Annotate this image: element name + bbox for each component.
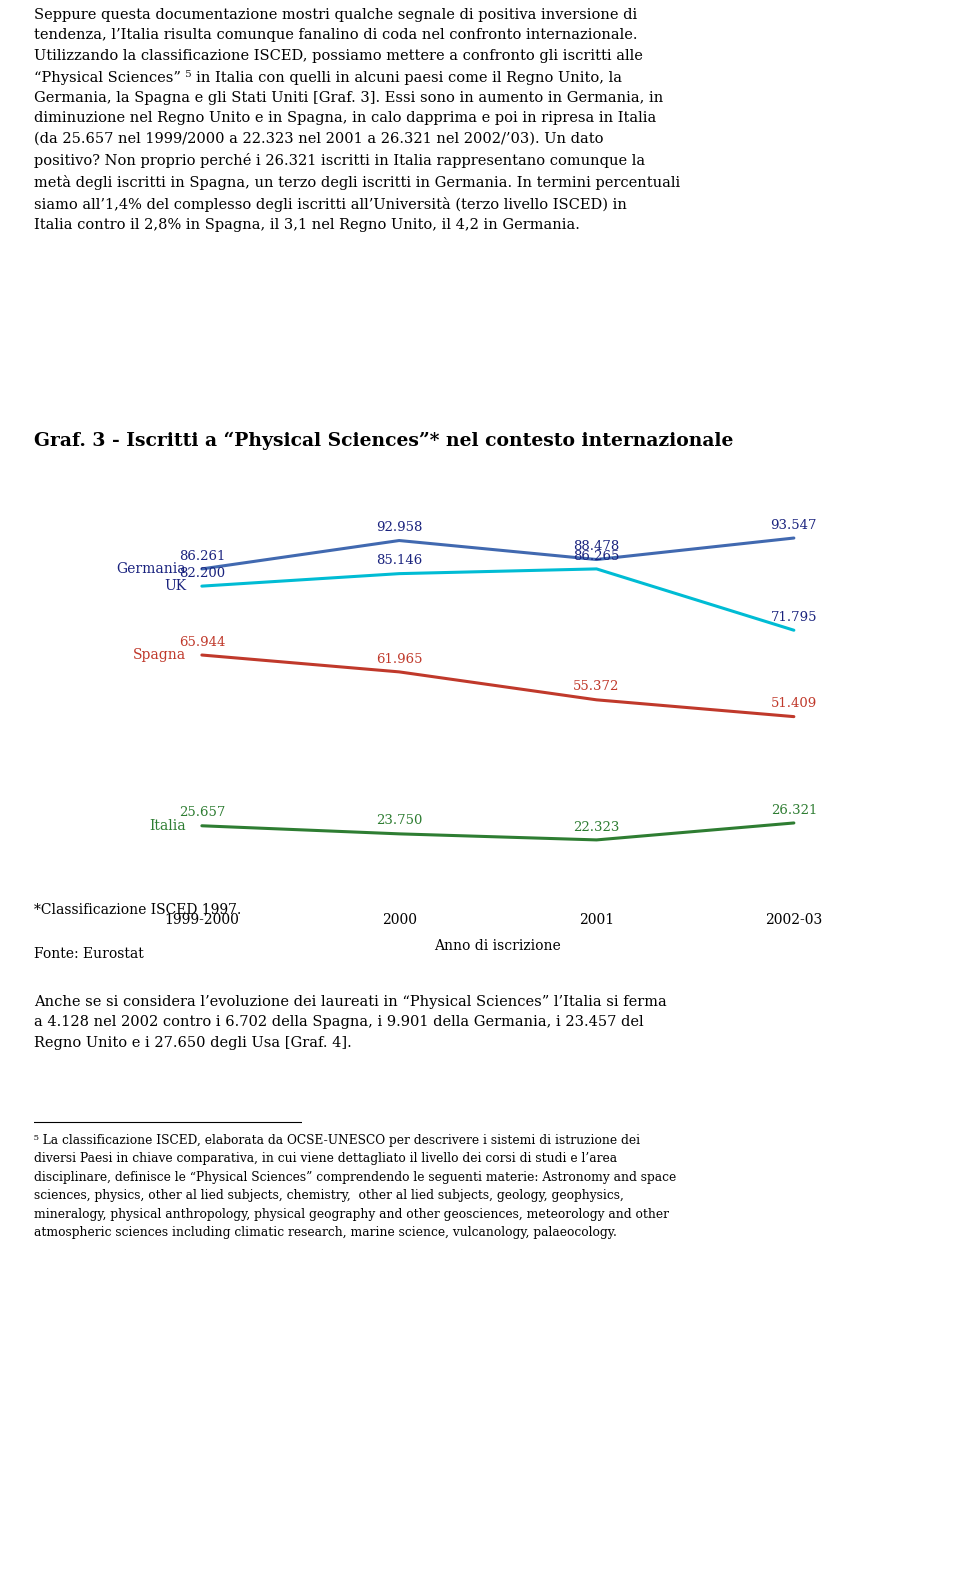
- Text: UK: UK: [164, 579, 186, 594]
- Text: 22.323: 22.323: [573, 821, 620, 834]
- Text: Italia: Italia: [150, 820, 186, 832]
- Text: 85.146: 85.146: [376, 554, 422, 567]
- Text: 51.409: 51.409: [771, 698, 817, 711]
- Text: Graf. 3 - Iscritti a “Physical Sciences”* nel contesto internazionale: Graf. 3 - Iscritti a “Physical Sciences”…: [34, 431, 733, 450]
- Text: 92.958: 92.958: [376, 521, 422, 534]
- Text: 86.265: 86.265: [573, 549, 620, 562]
- Text: 2000: 2000: [382, 913, 417, 927]
- Text: 23.750: 23.750: [376, 815, 422, 827]
- Text: Seppure questa documentazione mostri qualche segnale di positiva inversione di
t: Seppure questa documentazione mostri qua…: [34, 8, 680, 232]
- Text: 82.200: 82.200: [179, 567, 225, 579]
- Text: Germania: Germania: [116, 562, 186, 576]
- Text: Anno di iscrizione: Anno di iscrizione: [435, 940, 562, 952]
- Text: ⁵ La classificazione ISCED, elaborata da OCSE-UNESCO per descrivere i sistemi di: ⁵ La classificazione ISCED, elaborata da…: [34, 1134, 676, 1240]
- Text: 2001: 2001: [579, 913, 614, 927]
- Text: 86.261: 86.261: [179, 549, 225, 562]
- Text: Fonte: Eurostat: Fonte: Eurostat: [34, 946, 143, 960]
- Text: 1999-2000: 1999-2000: [164, 913, 239, 927]
- Text: *Classificazione ISCED 1997.: *Classificazione ISCED 1997.: [34, 903, 241, 917]
- Text: 65.944: 65.944: [179, 636, 225, 649]
- Text: 2002-03: 2002-03: [765, 913, 823, 927]
- Text: Anche se si considera l’evoluzione dei laureati in “Physical Sciences” l’Italia : Anche se si considera l’evoluzione dei l…: [34, 995, 666, 1050]
- Text: 93.547: 93.547: [771, 518, 817, 532]
- Text: 26.321: 26.321: [771, 804, 817, 816]
- Text: 61.965: 61.965: [376, 652, 422, 665]
- Text: 55.372: 55.372: [573, 681, 620, 693]
- Text: 25.657: 25.657: [179, 807, 225, 820]
- Text: 88.478: 88.478: [573, 540, 619, 553]
- Text: Spagna: Spagna: [132, 647, 186, 662]
- Text: 71.795: 71.795: [771, 611, 817, 624]
